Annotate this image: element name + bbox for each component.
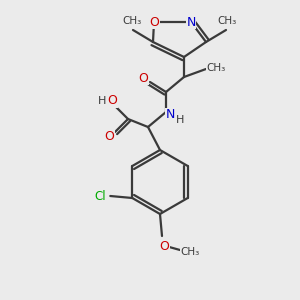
Text: CH₃: CH₃ [218, 16, 237, 26]
Text: CH₃: CH₃ [122, 16, 142, 26]
Text: N: N [186, 16, 196, 28]
Text: O: O [159, 241, 169, 254]
Text: N: N [165, 109, 175, 122]
Text: Cl: Cl [94, 190, 106, 202]
Text: CH₃: CH₃ [206, 63, 226, 73]
Text: O: O [149, 16, 159, 28]
Text: O: O [104, 130, 114, 143]
Text: O: O [138, 71, 148, 85]
Text: CH₃: CH₃ [180, 247, 200, 257]
Text: O: O [107, 94, 117, 107]
Text: H: H [98, 96, 106, 106]
Text: H: H [176, 115, 184, 125]
